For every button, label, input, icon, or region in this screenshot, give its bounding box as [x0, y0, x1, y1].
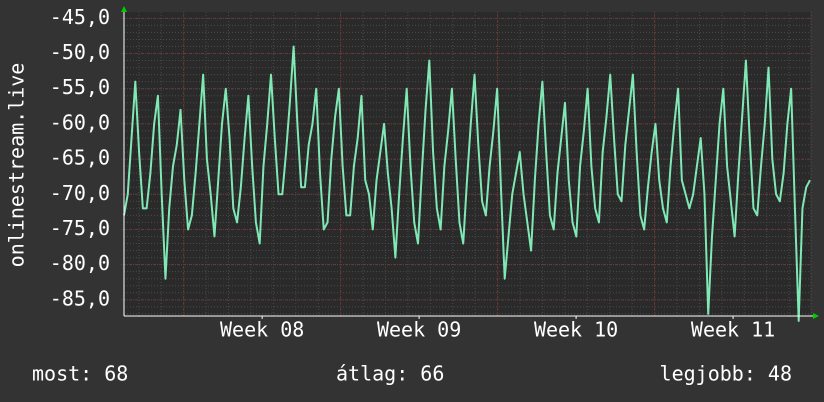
y-axis-label: onlinestream.live: [5, 63, 29, 268]
y-tick-label: -75,0: [50, 216, 110, 240]
x-tick-label: Week 09: [377, 318, 461, 342]
y-tick-label: -80,0: [50, 251, 110, 275]
series-line: [123, 45, 811, 322]
y-arrow: [121, 6, 127, 12]
y-tick-label: -70,0: [50, 181, 110, 205]
y-tick-label: -45,0: [50, 5, 110, 29]
y-tick-label: -50,0: [50, 40, 110, 64]
footer-average: átlag: 66: [336, 362, 444, 386]
plot-area: [124, 12, 810, 316]
x-arrow: [813, 313, 819, 319]
y-tick-label: -65,0: [50, 146, 110, 170]
footer-max: legjobb: 48: [660, 362, 792, 386]
x-tick-label: Week 10: [534, 318, 618, 342]
x-tick-label: Week 11: [691, 318, 775, 342]
x-tick-label: Week 08: [220, 318, 304, 342]
y-tick-label: -55,0: [50, 75, 110, 99]
y-tick-label: -85,0: [50, 286, 110, 310]
y-tick-label: -60,0: [50, 110, 110, 134]
footer-current: most: 68: [32, 362, 128, 386]
